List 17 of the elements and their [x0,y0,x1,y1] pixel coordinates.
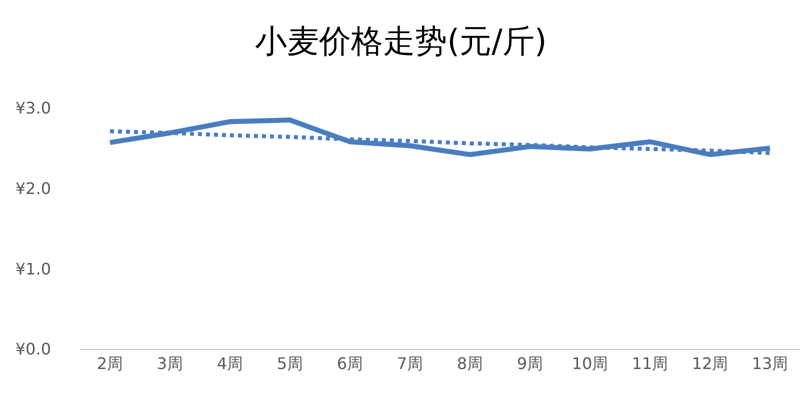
x-tick-label: 4周 [216,354,244,374]
x-tick-label: 6周 [336,354,364,374]
x-tick-label: 7周 [396,354,424,374]
y-tick-label: ¥2.0 [15,178,51,198]
x-tick-label: 5周 [276,354,304,374]
y-tick-label: ¥3.0 [15,98,51,118]
x-tick-label: 12周 [692,354,728,374]
chart-title: 小麦价格走势(元/斤) [255,22,547,60]
x-tick-label: 2周 [96,354,124,374]
x-tick-label: 8周 [456,354,484,374]
x-tick-label: 3周 [156,354,184,374]
x-tick-label: 13周 [752,354,788,374]
x-tick-label: 11周 [632,354,668,374]
x-tick-label: 9周 [516,354,544,374]
x-tick-label: 10周 [572,354,608,374]
y-tick-label: ¥0.0 [15,340,51,359]
y-tick-label: ¥1.0 [15,259,51,278]
